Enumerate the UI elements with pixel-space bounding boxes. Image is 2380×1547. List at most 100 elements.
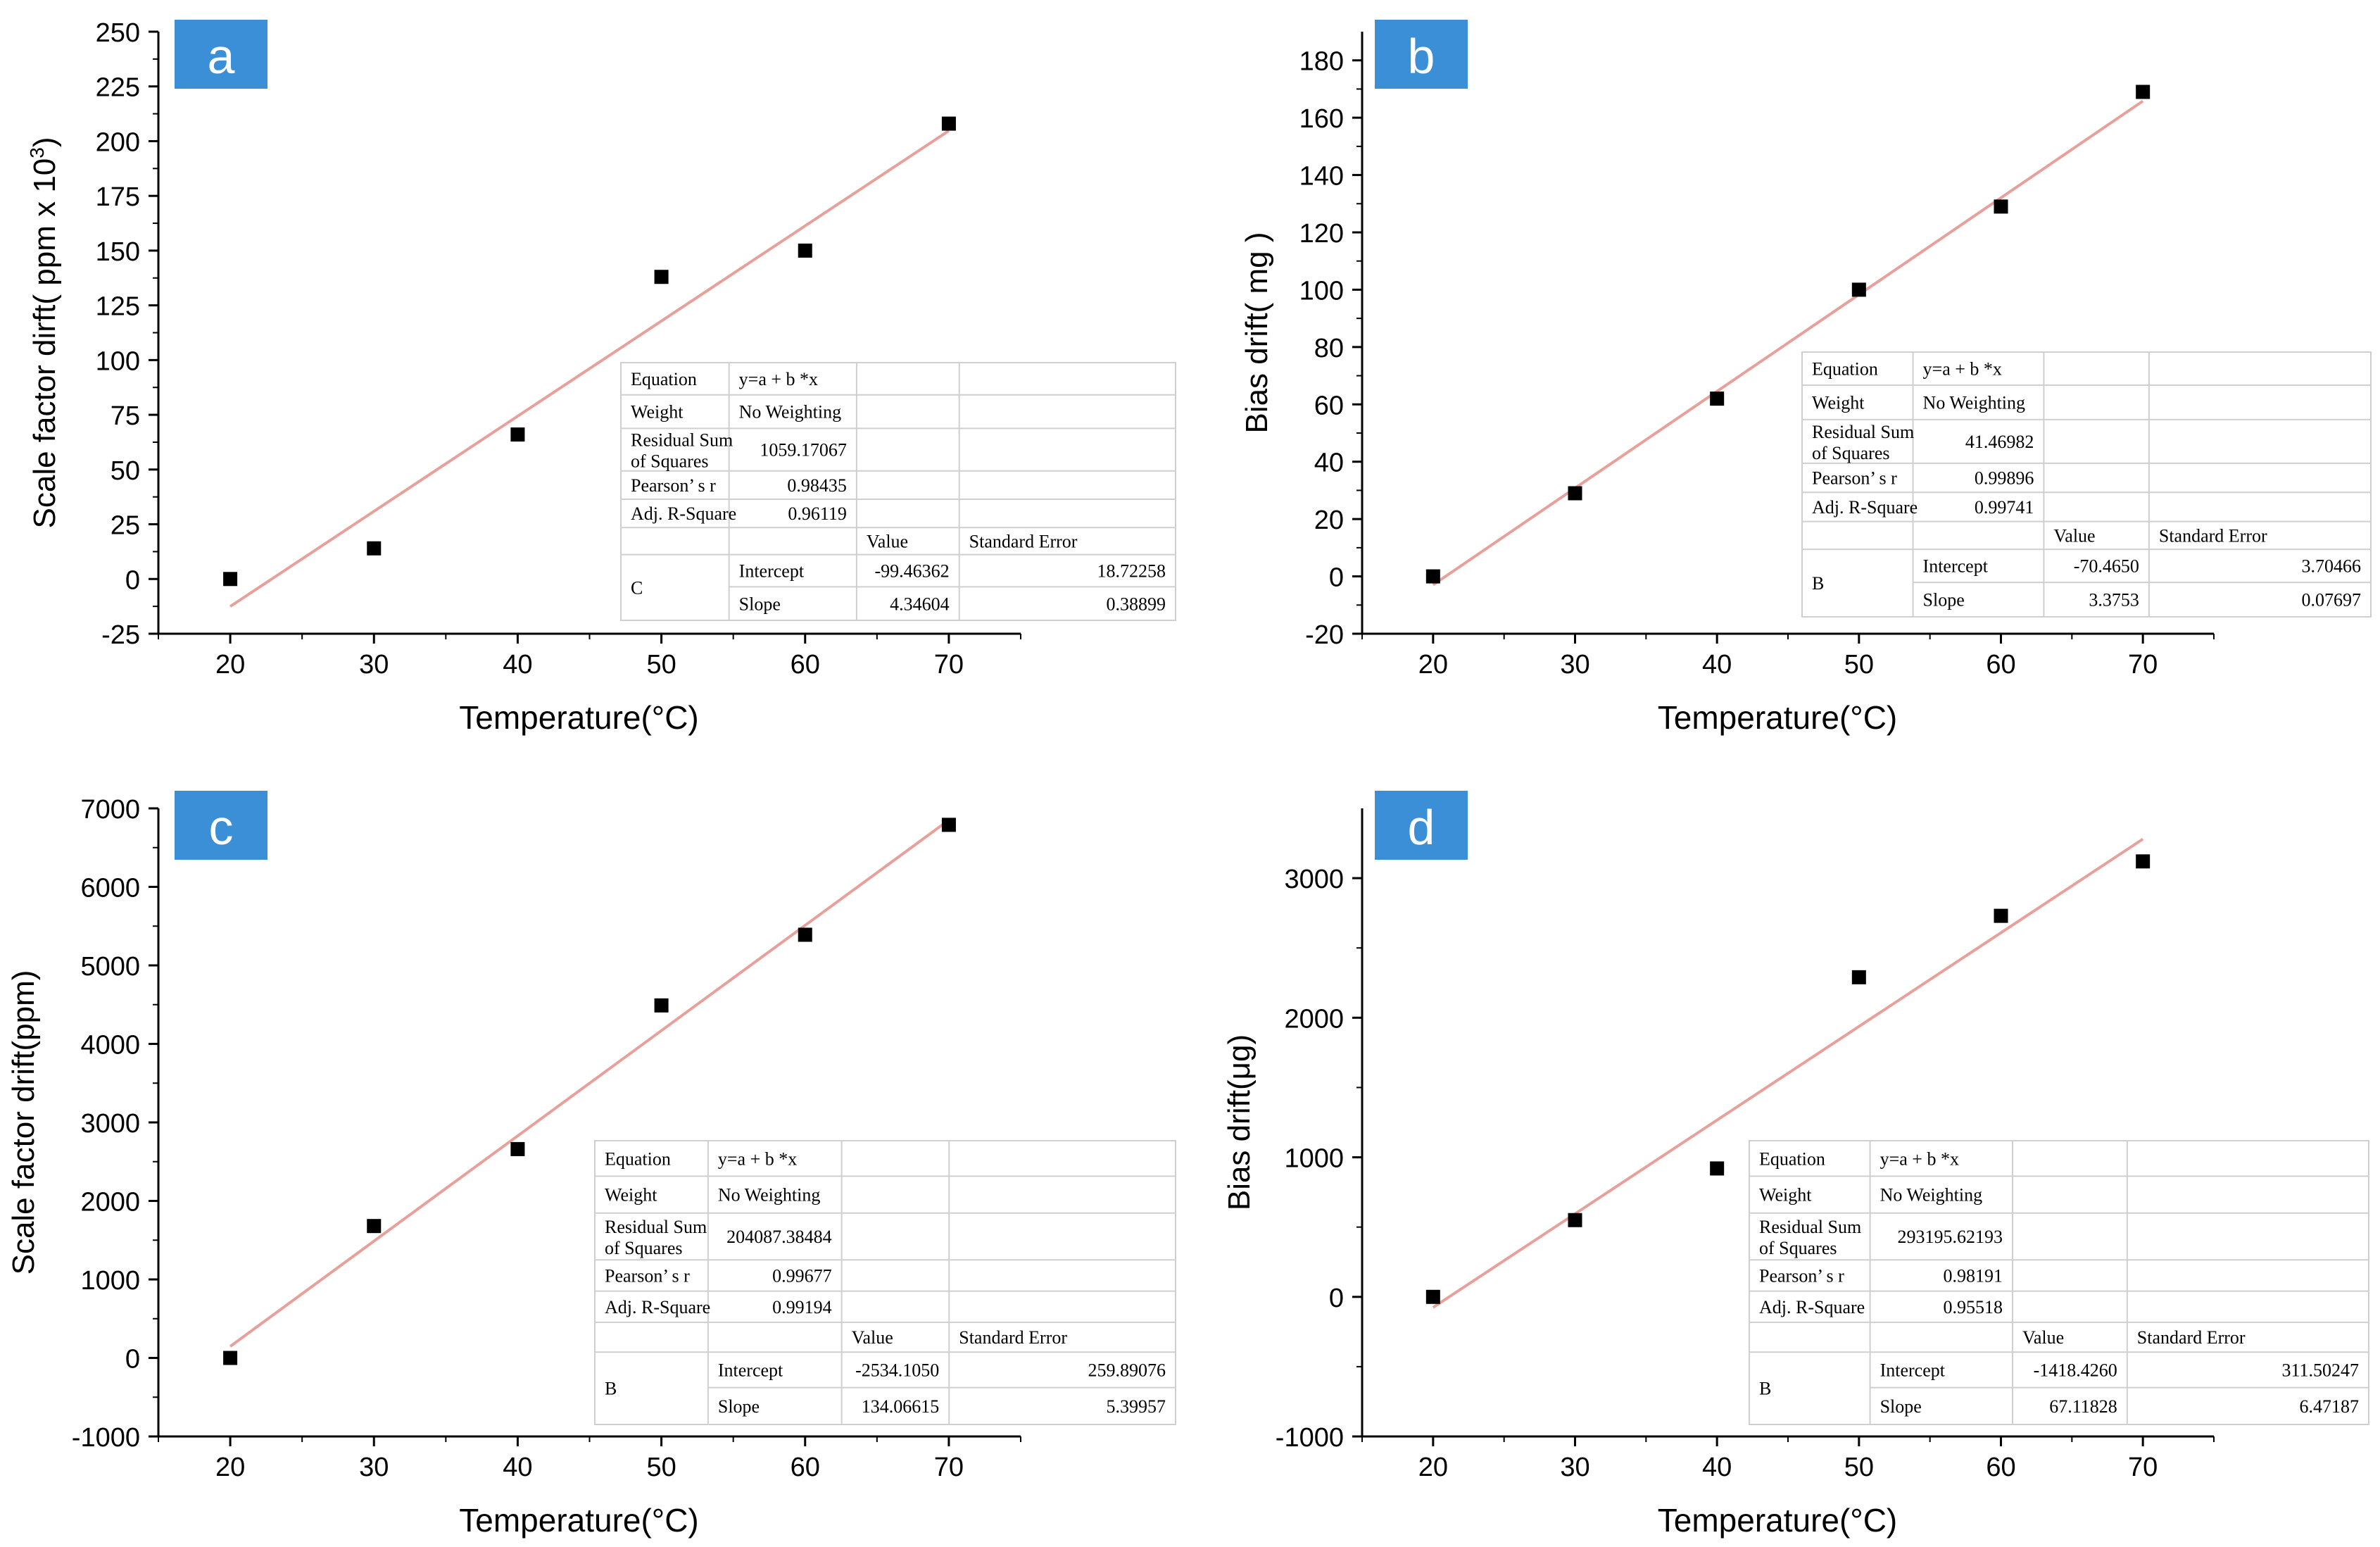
x-tick-label: 30 — [359, 1453, 389, 1482]
fit-table-cell: Weight — [631, 402, 684, 422]
fit-line — [229, 129, 950, 608]
fit-table-cell: Equation — [631, 369, 697, 389]
data-point — [1425, 569, 1440, 584]
y-tick-label: 25 — [111, 511, 140, 541]
data-point — [798, 243, 812, 258]
y-tick-label: 0 — [1329, 1284, 1344, 1313]
y-tick-label: 140 — [1299, 162, 1344, 192]
fit-table-frame — [1801, 351, 2372, 618]
fit-table-cell: 5.39957 — [1107, 1396, 1166, 1417]
fit-table-cell: Standard Error — [2137, 1327, 2246, 1348]
x-tick-label: 60 — [1986, 650, 2015, 679]
fit-table-frame — [594, 1140, 1176, 1425]
y-axis-title-part: Scale factor dirft( ppm x 10 — [27, 158, 62, 529]
chart-panel-a: -25 0 25 50 75 100 125 150 175 200 225 250 20 30 40 50 6… — [26, 18, 1176, 736]
fit-table-cell: y=a + b *x — [718, 1148, 797, 1169]
x-tick-label: 40 — [1702, 650, 1732, 679]
x-tick-label: 40 — [1702, 1453, 1732, 1482]
fit-table-cell: -99.46362 — [875, 561, 950, 582]
y-tick-label: 1000 — [1284, 1144, 1344, 1174]
fit-table-cell: Equation — [605, 1148, 671, 1169]
y-axis-title-part: Bias drift(μg) — [1222, 1034, 1257, 1210]
panel-label-box — [175, 20, 267, 89]
y-tick-label: 7000 — [80, 795, 140, 825]
chart-panel-c: -1000 0 1000 2000 3000 4000 5000 6000 7000 20 30 40… — [6, 791, 1176, 1539]
x-tick-label: 70 — [2128, 650, 2158, 679]
y-tick-label: -1000 — [72, 1423, 140, 1453]
fit-table-cell: 0.38899 — [1107, 594, 1166, 614]
x-tick-label: 60 — [791, 1453, 820, 1482]
fit-table-frame — [1749, 1140, 2369, 1425]
data-point — [798, 927, 812, 942]
y-tick-label: 5000 — [80, 952, 140, 982]
fit-table-cell: Value — [852, 1327, 893, 1348]
panel-label-box — [175, 791, 267, 860]
y-tick-label: 0 — [125, 1345, 140, 1374]
y-tick-label: 180 — [1299, 47, 1344, 77]
data-point — [510, 1141, 525, 1156]
fit-table-cell: Pearson’ s r — [605, 1266, 690, 1286]
y-tick-label: 40 — [1314, 449, 1344, 478]
y-axis-title: Bias drift(μg) — [1222, 1034, 1257, 1210]
fit-table-cell: -70.4650 — [2074, 556, 2139, 577]
data-point — [1851, 282, 1866, 297]
x-tick-label: 40 — [503, 650, 532, 679]
x-axis-title: Temperature(°C) — [459, 1502, 699, 1539]
y-tick-label: 0 — [1329, 563, 1344, 593]
y-tick-label: 0 — [125, 565, 140, 595]
fit-table-cell: Intercept — [1880, 1360, 1946, 1381]
data-point — [367, 541, 382, 556]
data-point — [2136, 84, 2151, 99]
fit-table-cell: Value — [2022, 1327, 2064, 1348]
x-tick-label: 50 — [646, 1453, 676, 1482]
fit-line — [229, 819, 950, 1348]
fit-table-cell: Adj. R-Square — [605, 1297, 710, 1317]
x-tick-label: 70 — [934, 1453, 964, 1482]
y-tick-label: 150 — [96, 237, 140, 267]
data-point — [941, 818, 956, 832]
x-axis-title: Temperature(°C) — [459, 699, 699, 736]
fit-table-cell: 134.06615 — [862, 1396, 940, 1417]
fit-table-cell: Residual Sum — [1812, 422, 1914, 442]
fit-table-cell: Weight — [1759, 1185, 1812, 1205]
y-tick-label: 225 — [96, 73, 140, 103]
data-point — [941, 116, 956, 131]
y-tick-label: 20 — [1314, 506, 1344, 535]
fit-table-cell: Standard Error — [969, 532, 1078, 552]
y-axis-title-part: Scale factor drift(ppm) — [6, 970, 41, 1275]
y-tick-label: 100 — [96, 346, 140, 376]
data-point — [1568, 486, 1582, 501]
fit-table-cell: No Weighting — [739, 402, 841, 422]
fit-table-cell: 0.07697 — [2302, 590, 2362, 610]
x-axis-title: Temperature(°C) — [1658, 699, 1898, 736]
fit-table-cell: 0.96119 — [788, 503, 847, 524]
fit-statistics-table: Equation y=a + b *x Weight No Weighting Resi… — [594, 1140, 1176, 1425]
fit-table-cell: Equation — [1812, 359, 1878, 380]
fit-table-cell: of Squares — [605, 1238, 682, 1258]
x-tick-label: 40 — [503, 1453, 532, 1482]
y-tick-label: -1000 — [1276, 1423, 1344, 1453]
fit-table-cell: B — [1812, 573, 1824, 594]
y-tick-label: 60 — [1314, 391, 1344, 420]
fit-table-cell: Slope — [1923, 590, 1965, 610]
fit-table-cell: y=a + b *x — [1923, 359, 2002, 380]
fit-line — [1432, 99, 2144, 587]
fit-table-cell: Adj. R-Square — [1812, 497, 1918, 518]
fit-table-cell: C — [631, 577, 643, 598]
x-axis-title: Temperature(°C) — [1658, 1502, 1898, 1539]
y-tick-label: 4000 — [80, 1031, 140, 1060]
data-point — [2136, 854, 2151, 869]
x-tick-label: 30 — [359, 650, 389, 679]
fit-line — [1432, 837, 2144, 1309]
fit-table-cell: 259.89076 — [1088, 1360, 1166, 1381]
y-axis-title-superscript: 3 — [26, 147, 48, 158]
panel-label: b — [1408, 29, 1435, 84]
x-tick-label: 20 — [215, 650, 245, 679]
y-axis-title-part: Bias drift( mg ) — [1240, 232, 1274, 433]
fit-statistics-table: Equation y=a + b *x Weight No Weighting Resi… — [620, 362, 1176, 621]
y-axis-title: Scale factor dirft( ppm x 103) — [26, 137, 62, 529]
y-tick-label: 1000 — [80, 1266, 140, 1296]
fit-statistics-table: Equation y=a + b *x Weight No Weighting Resi… — [1801, 351, 2372, 618]
y-tick-label: 6000 — [80, 874, 140, 903]
